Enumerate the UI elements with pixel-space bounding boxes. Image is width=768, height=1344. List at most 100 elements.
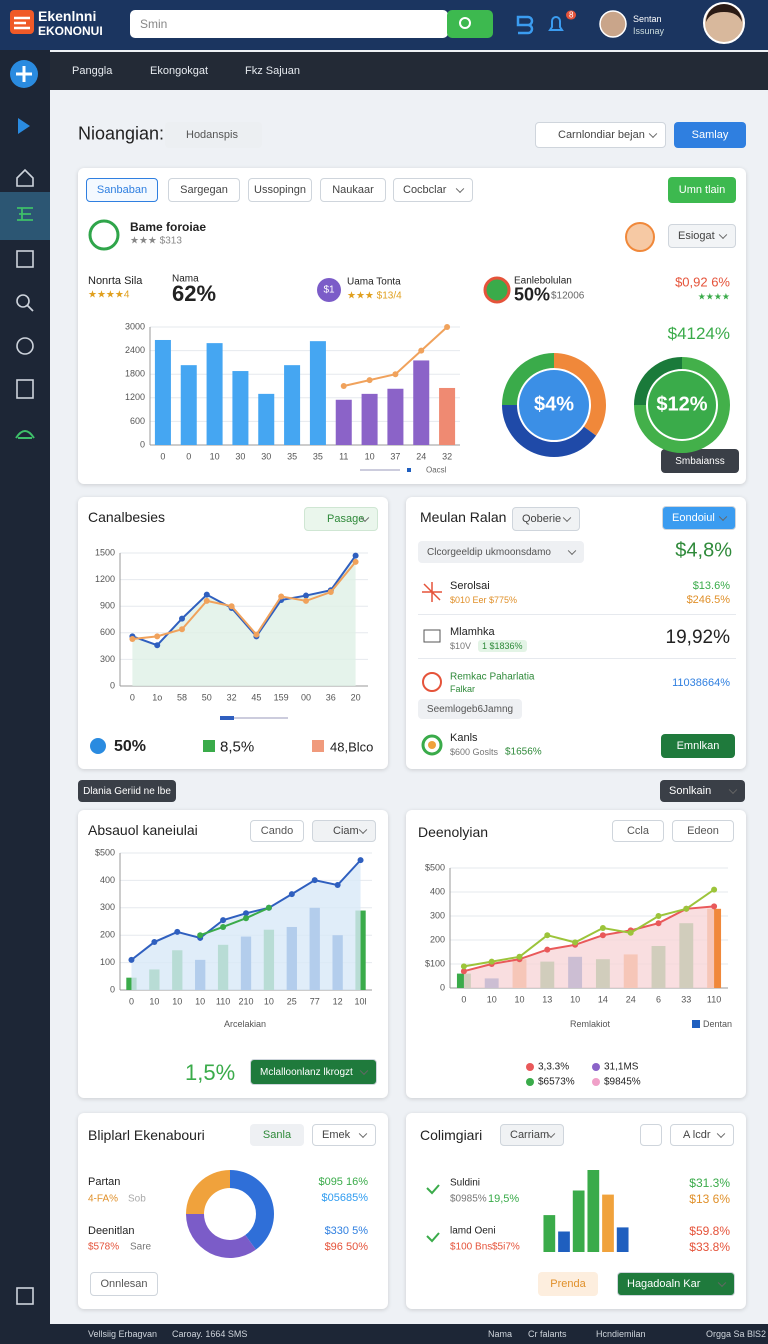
item-title: Remkac Paharlatia — [450, 671, 535, 683]
outline-button[interactable]: Onnlesan — [90, 1272, 158, 1296]
pill[interactable]: Seemlogeb6Jamng — [418, 699, 522, 719]
nav-icon[interactable] — [16, 1287, 34, 1305]
row-label: Deenitlan — [88, 1225, 135, 1237]
profile-meta: ★★★ $313 — [130, 235, 182, 247]
nav-icon[interactable] — [16, 250, 34, 268]
filter-button[interactable]: Edeon — [672, 820, 734, 842]
combo-card — [78, 810, 388, 1098]
card-title: Meulan Ralan — [420, 509, 507, 525]
sub-nav-item[interactable]: Fkz Sajuan — [245, 65, 301, 77]
search-box[interactable] — [130, 10, 448, 38]
divider — [418, 658, 736, 659]
legend-label: Oacsl — [426, 465, 447, 475]
donut-caption: $4124% — [667, 324, 730, 343]
kpi-meta: ★★★★ — [697, 291, 730, 302]
item-value: $246.5% — [686, 594, 730, 606]
search-button[interactable] — [447, 10, 493, 38]
row-value: $330 5% — [324, 1225, 368, 1237]
divider — [418, 614, 736, 615]
filter-button[interactable]: Ccla — [612, 820, 664, 842]
tab[interactable]: Sanbaban — [86, 178, 158, 202]
footer-item[interactable]: Cr falants — [528, 1329, 567, 1339]
green-button[interactable]: Emnlkan — [661, 734, 735, 758]
green-button[interactable]: Hagadoaln Kar — [617, 1272, 735, 1296]
legend-label: 31,1MS — [604, 1061, 639, 1073]
page-title: Nioangian: — [78, 123, 165, 144]
row-value: $578% — [88, 1241, 120, 1253]
dropdown[interactable]: Qoberie — [512, 507, 580, 531]
row-note: Sob — [128, 1193, 146, 1205]
dropdown[interactable]: A lcdr — [670, 1124, 734, 1146]
dropdown[interactable]: Carriam — [500, 1124, 564, 1146]
item-value: 19,92% — [665, 627, 730, 648]
card-title: Colimgiari — [420, 1127, 483, 1143]
nav-icon[interactable] — [16, 168, 34, 187]
item-title: Kanls — [450, 732, 478, 744]
card-title: Deenolyian — [418, 824, 489, 840]
nav-icon[interactable] — [16, 337, 34, 355]
nav-icon[interactable] — [16, 294, 30, 308]
item-title: Mlamhka — [450, 626, 495, 638]
nav-icon[interactable] — [16, 379, 34, 399]
item-sub: $10V — [450, 641, 472, 651]
kpi-label: Uama Tonta — [347, 276, 401, 288]
card-title: Canalbesies — [88, 509, 166, 525]
card-title: Absauol kaneiulai — [88, 822, 198, 838]
combo-card — [406, 810, 746, 1098]
row-value: 4-FA% — [88, 1193, 119, 1205]
sidebar-icons — [10, 10, 38, 1305]
nav-icon[interactable] — [18, 118, 30, 134]
dark-button[interactable]: Smbaianss — [661, 449, 739, 473]
dropdown[interactable]: Pasage — [304, 507, 378, 531]
dark-button[interactable]: Dlania Geriid ne lbe — [78, 780, 176, 802]
dropdown[interactable]: Esiogat — [668, 224, 736, 248]
filter-chip[interactable] — [165, 122, 262, 148]
legend-label: 3,3.3% — [538, 1061, 570, 1073]
item-sub: $010 Eer $775% — [450, 595, 518, 605]
kpi-meta: ★★★★4 — [88, 289, 130, 301]
blue-button[interactable]: Eondoiul — [662, 506, 736, 530]
nav-icon — [26, 304, 34, 312]
kpi-value: $0,92 6% — [675, 274, 730, 290]
filter-button[interactable]: Ciam — [312, 820, 376, 842]
green-button[interactable]: Mclalloonlanz lkrogzt — [250, 1059, 377, 1085]
list-total: $4,8% — [675, 539, 732, 562]
nav-icon[interactable] — [15, 430, 35, 439]
add-plus — [16, 66, 32, 82]
nav-icon[interactable] — [17, 207, 33, 221]
filter-button[interactable]: Cando — [250, 820, 304, 842]
footer-item[interactable]: Hcndiemilan — [596, 1329, 646, 1339]
footer-item[interactable]: Orgga Sa BlS2 — [706, 1329, 767, 1339]
logo-stripes — [14, 16, 30, 30]
filter-button[interactable]: Sanla — [250, 1124, 304, 1146]
light-button[interactable]: Prenda — [538, 1272, 598, 1296]
row-label: lamd Oeni — [450, 1225, 496, 1237]
search-field[interactable]: Clcorgeeldip ukmoonsdamo — [418, 541, 584, 563]
logo-text: Ekenlnni — [38, 8, 97, 24]
select[interactable]: Carnlondiar bejan — [535, 122, 666, 148]
sub-nav-item[interactable]: Panggla — [72, 65, 113, 77]
legend-label: $9845% — [604, 1076, 641, 1088]
tab-select[interactable]: Cocbclar — [393, 178, 473, 202]
row-sub: $0985% — [450, 1193, 487, 1205]
tab[interactable]: Naukaar — [320, 178, 386, 202]
item-tag: 1 $1836% — [478, 640, 527, 652]
primary-button[interactable]: Samlay — [674, 122, 746, 148]
dark-button[interactable]: Sonlkain — [660, 780, 745, 802]
action-button[interactable]: Umn tlain — [668, 177, 736, 203]
footer-item: Vellsiig Erbagvan — [88, 1329, 158, 1339]
axis-title: Arcelakian — [223, 1019, 267, 1029]
item-tag: $1656% — [505, 746, 542, 758]
footer-item: Caroay. 1664 SMS — [172, 1329, 248, 1339]
sub-nav-item[interactable]: Ekongokgat — [150, 65, 209, 77]
tab[interactable]: Ussopingn — [248, 178, 312, 202]
tab[interactable]: Sargegan — [168, 178, 240, 202]
row-value: $96 50% — [324, 1241, 368, 1253]
item-value: 11038664% — [672, 677, 730, 689]
logo-text: EKONONUI — [38, 24, 103, 38]
legend-value: 50% — [114, 738, 147, 755]
kpi-label: Nama — [172, 273, 199, 285]
footer-item[interactable]: Nama — [488, 1329, 513, 1339]
icon-button[interactable] — [640, 1124, 662, 1146]
dropdown[interactable]: Emek — [312, 1124, 376, 1146]
